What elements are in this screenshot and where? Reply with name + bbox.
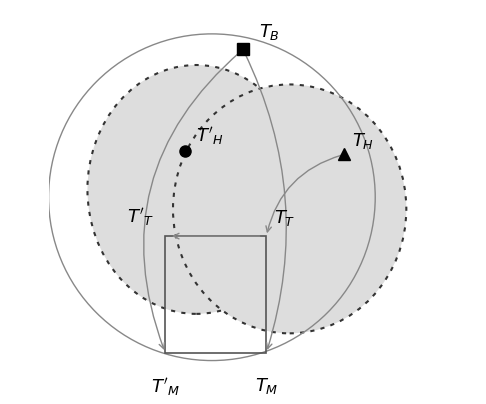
Bar — [165, 236, 266, 353]
Ellipse shape — [173, 84, 406, 333]
Text: $T'_T$: $T'_T$ — [127, 206, 154, 228]
Text: $T_B$: $T_B$ — [259, 22, 279, 42]
Ellipse shape — [87, 65, 305, 314]
Text: $T_H$: $T_H$ — [352, 130, 374, 151]
Text: $T'_H$: $T'_H$ — [196, 125, 224, 147]
Text: $T_T$: $T_T$ — [274, 208, 295, 228]
Text: $T_M$: $T_M$ — [255, 376, 278, 396]
Text: $T'_M$: $T'_M$ — [151, 376, 180, 398]
